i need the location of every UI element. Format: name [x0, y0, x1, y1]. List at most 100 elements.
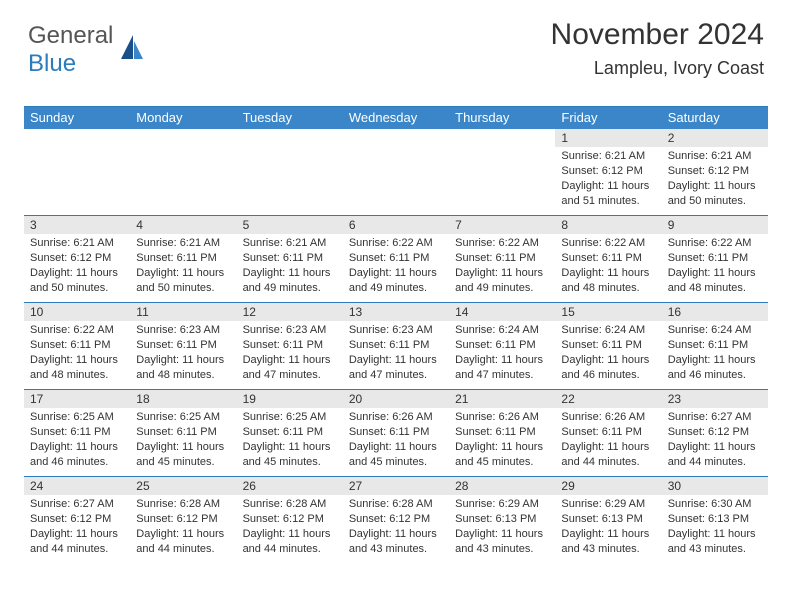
day-info: Sunrise: 6:25 AMSunset: 6:11 PMDaylight:…	[24, 408, 130, 475]
calendar-cell: 7Sunrise: 6:22 AMSunset: 6:11 PMDaylight…	[449, 216, 555, 302]
day-info: Sunrise: 6:21 AMSunset: 6:11 PMDaylight:…	[237, 234, 343, 301]
calendar-cell: 11Sunrise: 6:23 AMSunset: 6:11 PMDayligh…	[130, 303, 236, 389]
calendar-cell: 22Sunrise: 6:26 AMSunset: 6:11 PMDayligh…	[555, 390, 661, 476]
day-number: 7	[449, 216, 555, 234]
day-info: Sunrise: 6:23 AMSunset: 6:11 PMDaylight:…	[343, 321, 449, 388]
sunset-text: Sunset: 6:11 PM	[136, 338, 230, 353]
sunrise-text: Sunrise: 6:25 AM	[136, 410, 230, 425]
sunset-text: Sunset: 6:11 PM	[349, 425, 443, 440]
sunrise-text: Sunrise: 6:28 AM	[243, 497, 337, 512]
sunset-text: Sunset: 6:13 PM	[455, 512, 549, 527]
sunrise-text: Sunrise: 6:21 AM	[561, 149, 655, 164]
day-number: 30	[662, 477, 768, 495]
daylight-text: Daylight: 11 hours and 44 minutes.	[243, 527, 337, 557]
location-label: Lampleu, Ivory Coast	[594, 58, 764, 79]
day-number: 20	[343, 390, 449, 408]
day-number: 14	[449, 303, 555, 321]
sunrise-text: Sunrise: 6:26 AM	[455, 410, 549, 425]
day-info: Sunrise: 6:21 AMSunset: 6:12 PMDaylight:…	[24, 234, 130, 301]
daylight-text: Daylight: 11 hours and 45 minutes.	[243, 440, 337, 470]
sunrise-text: Sunrise: 6:29 AM	[455, 497, 549, 512]
day-info: Sunrise: 6:26 AMSunset: 6:11 PMDaylight:…	[555, 408, 661, 475]
sunrise-text: Sunrise: 6:24 AM	[668, 323, 762, 338]
calendar-cell: 28Sunrise: 6:29 AMSunset: 6:13 PMDayligh…	[449, 477, 555, 563]
daylight-text: Daylight: 11 hours and 49 minutes.	[243, 266, 337, 296]
calendar-cell: 10Sunrise: 6:22 AMSunset: 6:11 PMDayligh…	[24, 303, 130, 389]
calendar-cell: 4Sunrise: 6:21 AMSunset: 6:11 PMDaylight…	[130, 216, 236, 302]
sunrise-text: Sunrise: 6:24 AM	[561, 323, 655, 338]
calendar-cell: 23Sunrise: 6:27 AMSunset: 6:12 PMDayligh…	[662, 390, 768, 476]
sunrise-text: Sunrise: 6:22 AM	[561, 236, 655, 251]
day-number: 23	[662, 390, 768, 408]
day-info: Sunrise: 6:23 AMSunset: 6:11 PMDaylight:…	[130, 321, 236, 388]
sunset-text: Sunset: 6:12 PM	[30, 251, 124, 266]
sunrise-text: Sunrise: 6:22 AM	[668, 236, 762, 251]
daylight-text: Daylight: 11 hours and 43 minutes.	[561, 527, 655, 557]
day-number: 12	[237, 303, 343, 321]
calendar-cell: 12Sunrise: 6:23 AMSunset: 6:11 PMDayligh…	[237, 303, 343, 389]
weekday-header: Tuesday	[237, 107, 343, 129]
sail-icon	[119, 33, 145, 68]
sunset-text: Sunset: 6:13 PM	[668, 512, 762, 527]
sunset-text: Sunset: 6:11 PM	[243, 251, 337, 266]
day-number: 2	[662, 129, 768, 147]
sunrise-text: Sunrise: 6:21 AM	[30, 236, 124, 251]
sunset-text: Sunset: 6:11 PM	[668, 251, 762, 266]
daylight-text: Daylight: 11 hours and 47 minutes.	[455, 353, 549, 383]
weekday-header: Sunday	[24, 107, 130, 129]
daylight-text: Daylight: 11 hours and 46 minutes.	[561, 353, 655, 383]
brand-part1: General	[28, 22, 113, 49]
day-number: 21	[449, 390, 555, 408]
day-info: Sunrise: 6:26 AMSunset: 6:11 PMDaylight:…	[343, 408, 449, 475]
calendar-cell: 14Sunrise: 6:24 AMSunset: 6:11 PMDayligh…	[449, 303, 555, 389]
day-info: Sunrise: 6:22 AMSunset: 6:11 PMDaylight:…	[343, 234, 449, 301]
sunrise-text: Sunrise: 6:22 AM	[455, 236, 549, 251]
sunrise-text: Sunrise: 6:28 AM	[136, 497, 230, 512]
daylight-text: Daylight: 11 hours and 44 minutes.	[136, 527, 230, 557]
weekday-header: Thursday	[449, 107, 555, 129]
sunrise-text: Sunrise: 6:26 AM	[349, 410, 443, 425]
day-number: 6	[343, 216, 449, 234]
page-header: General Blue November 2024 Lampleu, Ivor…	[0, 0, 792, 92]
brand-part2: Blue	[28, 50, 76, 77]
sunrise-text: Sunrise: 6:23 AM	[243, 323, 337, 338]
calendar-cell: 2Sunrise: 6:21 AMSunset: 6:12 PMDaylight…	[662, 129, 768, 215]
sunrise-text: Sunrise: 6:27 AM	[30, 497, 124, 512]
sunset-text: Sunset: 6:11 PM	[455, 251, 549, 266]
daylight-text: Daylight: 11 hours and 49 minutes.	[349, 266, 443, 296]
sunset-text: Sunset: 6:12 PM	[30, 512, 124, 527]
calendar-cell: 21Sunrise: 6:26 AMSunset: 6:11 PMDayligh…	[449, 390, 555, 476]
day-number: 5	[237, 216, 343, 234]
brand-logo: General Blue	[28, 22, 145, 78]
day-info: Sunrise: 6:21 AMSunset: 6:11 PMDaylight:…	[130, 234, 236, 301]
sunrise-text: Sunrise: 6:26 AM	[561, 410, 655, 425]
sunrise-text: Sunrise: 6:24 AM	[455, 323, 549, 338]
calendar-cell: 27Sunrise: 6:28 AMSunset: 6:12 PMDayligh…	[343, 477, 449, 563]
day-info: Sunrise: 6:22 AMSunset: 6:11 PMDaylight:…	[662, 234, 768, 301]
calendar-cell: 15Sunrise: 6:24 AMSunset: 6:11 PMDayligh…	[555, 303, 661, 389]
sunset-text: Sunset: 6:11 PM	[561, 425, 655, 440]
sunset-text: Sunset: 6:12 PM	[349, 512, 443, 527]
calendar-cell: .	[449, 129, 555, 215]
day-info: Sunrise: 6:24 AMSunset: 6:11 PMDaylight:…	[555, 321, 661, 388]
sunset-text: Sunset: 6:12 PM	[136, 512, 230, 527]
calendar-cell: 17Sunrise: 6:25 AMSunset: 6:11 PMDayligh…	[24, 390, 130, 476]
sunset-text: Sunset: 6:12 PM	[668, 425, 762, 440]
sunrise-text: Sunrise: 6:21 AM	[243, 236, 337, 251]
calendar-cell: 6Sunrise: 6:22 AMSunset: 6:11 PMDaylight…	[343, 216, 449, 302]
sunset-text: Sunset: 6:11 PM	[30, 338, 124, 353]
weekday-header: Saturday	[662, 107, 768, 129]
day-number: 9	[662, 216, 768, 234]
day-info: Sunrise: 6:29 AMSunset: 6:13 PMDaylight:…	[449, 495, 555, 562]
weekday-header: Friday	[555, 107, 661, 129]
sunset-text: Sunset: 6:11 PM	[136, 425, 230, 440]
daylight-text: Daylight: 11 hours and 46 minutes.	[30, 440, 124, 470]
daylight-text: Daylight: 11 hours and 48 minutes.	[136, 353, 230, 383]
sunset-text: Sunset: 6:12 PM	[243, 512, 337, 527]
day-info: Sunrise: 6:28 AMSunset: 6:12 PMDaylight:…	[130, 495, 236, 562]
calendar-cell: 19Sunrise: 6:25 AMSunset: 6:11 PMDayligh…	[237, 390, 343, 476]
weekday-header: Monday	[130, 107, 236, 129]
sunset-text: Sunset: 6:11 PM	[243, 338, 337, 353]
daylight-text: Daylight: 11 hours and 43 minutes.	[668, 527, 762, 557]
daylight-text: Daylight: 11 hours and 44 minutes.	[668, 440, 762, 470]
